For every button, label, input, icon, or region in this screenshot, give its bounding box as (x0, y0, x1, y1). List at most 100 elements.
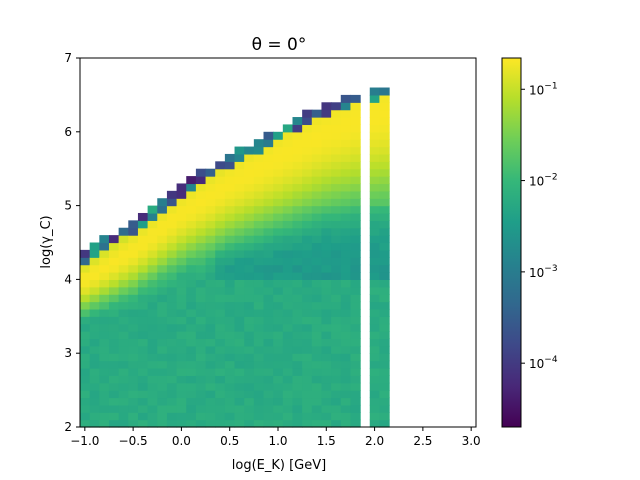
heatmap-cell (118, 345, 129, 354)
heatmap-cell (340, 345, 352, 354)
heatmap-cell (215, 183, 226, 192)
heatmap-cell (137, 294, 149, 303)
heatmap-cell (311, 131, 323, 140)
heatmap-cell (234, 176, 245, 185)
x-tick-label: 1.0 (268, 434, 287, 448)
heatmap-cell (234, 190, 245, 199)
heatmap-cell (311, 249, 323, 258)
heatmap-cell (99, 235, 110, 244)
heatmap-cell (282, 183, 294, 192)
heatmap-cell (340, 301, 352, 310)
heatmap-cell (311, 264, 323, 273)
heatmap-cell (166, 301, 178, 310)
heatmap-cell (108, 279, 120, 288)
heatmap-cell (99, 345, 110, 354)
heatmap-cell (147, 235, 158, 244)
heatmap-cell (118, 375, 129, 384)
y-tick-label: 6 (64, 125, 72, 139)
heatmap-cell (166, 227, 178, 236)
heatmap-cell (292, 235, 303, 244)
heatmap-cell (186, 353, 197, 362)
heatmap-cell (108, 382, 120, 391)
heatmap-cell (205, 176, 216, 185)
heatmap-cell (118, 235, 129, 244)
heatmap-cell (157, 198, 168, 207)
heatmap-cell (147, 404, 158, 413)
heatmap-cell (195, 235, 207, 244)
heatmap-cell (253, 331, 265, 340)
heatmap-cell (234, 235, 245, 244)
heatmap-cell (379, 367, 390, 376)
heatmap-cell (263, 146, 274, 155)
heatmap-cell (282, 301, 294, 310)
heatmap-cell (147, 257, 158, 266)
heatmap-cell (215, 360, 226, 369)
heatmap-cell (176, 205, 187, 214)
heatmap-cell (340, 153, 352, 162)
heatmap-cell (99, 279, 110, 288)
heatmap-cell (186, 360, 197, 369)
heatmap-cell (137, 242, 149, 251)
heatmap-cell (166, 367, 178, 376)
heatmap-cell (273, 257, 284, 266)
heatmap-cell (273, 279, 284, 288)
heatmap-cell (224, 294, 236, 303)
heatmap-cell (379, 294, 390, 303)
heatmap-cell (340, 264, 352, 273)
heatmap-cell (89, 345, 100, 354)
heatmap-cell (321, 345, 332, 354)
heatmap-cell (282, 220, 294, 229)
heatmap-cell (99, 367, 110, 376)
heatmap-cell (176, 360, 187, 369)
heatmap-cell (350, 212, 361, 221)
heatmap-cell (340, 235, 352, 244)
heatmap-cell (186, 338, 197, 347)
heatmap-cell (302, 257, 313, 266)
heatmap-cell (108, 286, 120, 295)
heatmap-cell (263, 198, 274, 207)
heatmap-cell (350, 227, 361, 236)
heatmap-cell (166, 397, 178, 406)
heatmap-cell (244, 308, 255, 317)
heatmap-cell (89, 412, 100, 421)
heatmap-cell (234, 249, 245, 258)
heatmap-cell (166, 286, 178, 295)
heatmap-cell (331, 345, 342, 354)
heatmap-cell (99, 286, 110, 295)
heatmap-cell (273, 139, 284, 148)
heatmap-cell (253, 242, 265, 251)
heatmap-cell (379, 168, 390, 177)
heatmap-cell (186, 323, 197, 332)
heatmap-cell (282, 249, 294, 258)
heatmap-cell (263, 161, 274, 170)
heatmap-cell (379, 153, 390, 162)
heatmap-cell (292, 153, 303, 162)
heatmap-cell (234, 146, 245, 155)
heatmap-cell (273, 382, 284, 391)
heatmap-cell (128, 257, 139, 266)
heatmap-cell (369, 146, 381, 155)
heatmap-cell (128, 419, 139, 428)
heatmap-cell (186, 404, 197, 413)
heatmap-cell (292, 301, 303, 310)
heatmap-cell (176, 257, 187, 266)
heatmap-cell (108, 257, 120, 266)
heatmap-cell (89, 301, 100, 310)
heatmap-cell (118, 272, 129, 280)
heatmap-cell (108, 272, 120, 280)
heatmap-cell (176, 198, 187, 207)
heatmap-cell (205, 235, 216, 244)
heatmap-cell (186, 212, 197, 221)
heatmap-cell (244, 279, 255, 288)
heatmap-cell (166, 419, 178, 428)
heatmap-cell (157, 375, 168, 384)
heatmap-cell (369, 338, 381, 347)
heatmap-cell (331, 264, 342, 273)
heatmap-cell (186, 294, 197, 303)
heatmap-cell (273, 331, 284, 340)
heatmap-cell (263, 220, 274, 229)
heatmap-cell (369, 102, 381, 111)
heatmap-cell (311, 117, 323, 126)
heatmap-cell (292, 131, 303, 140)
heatmap-cell (331, 102, 342, 111)
